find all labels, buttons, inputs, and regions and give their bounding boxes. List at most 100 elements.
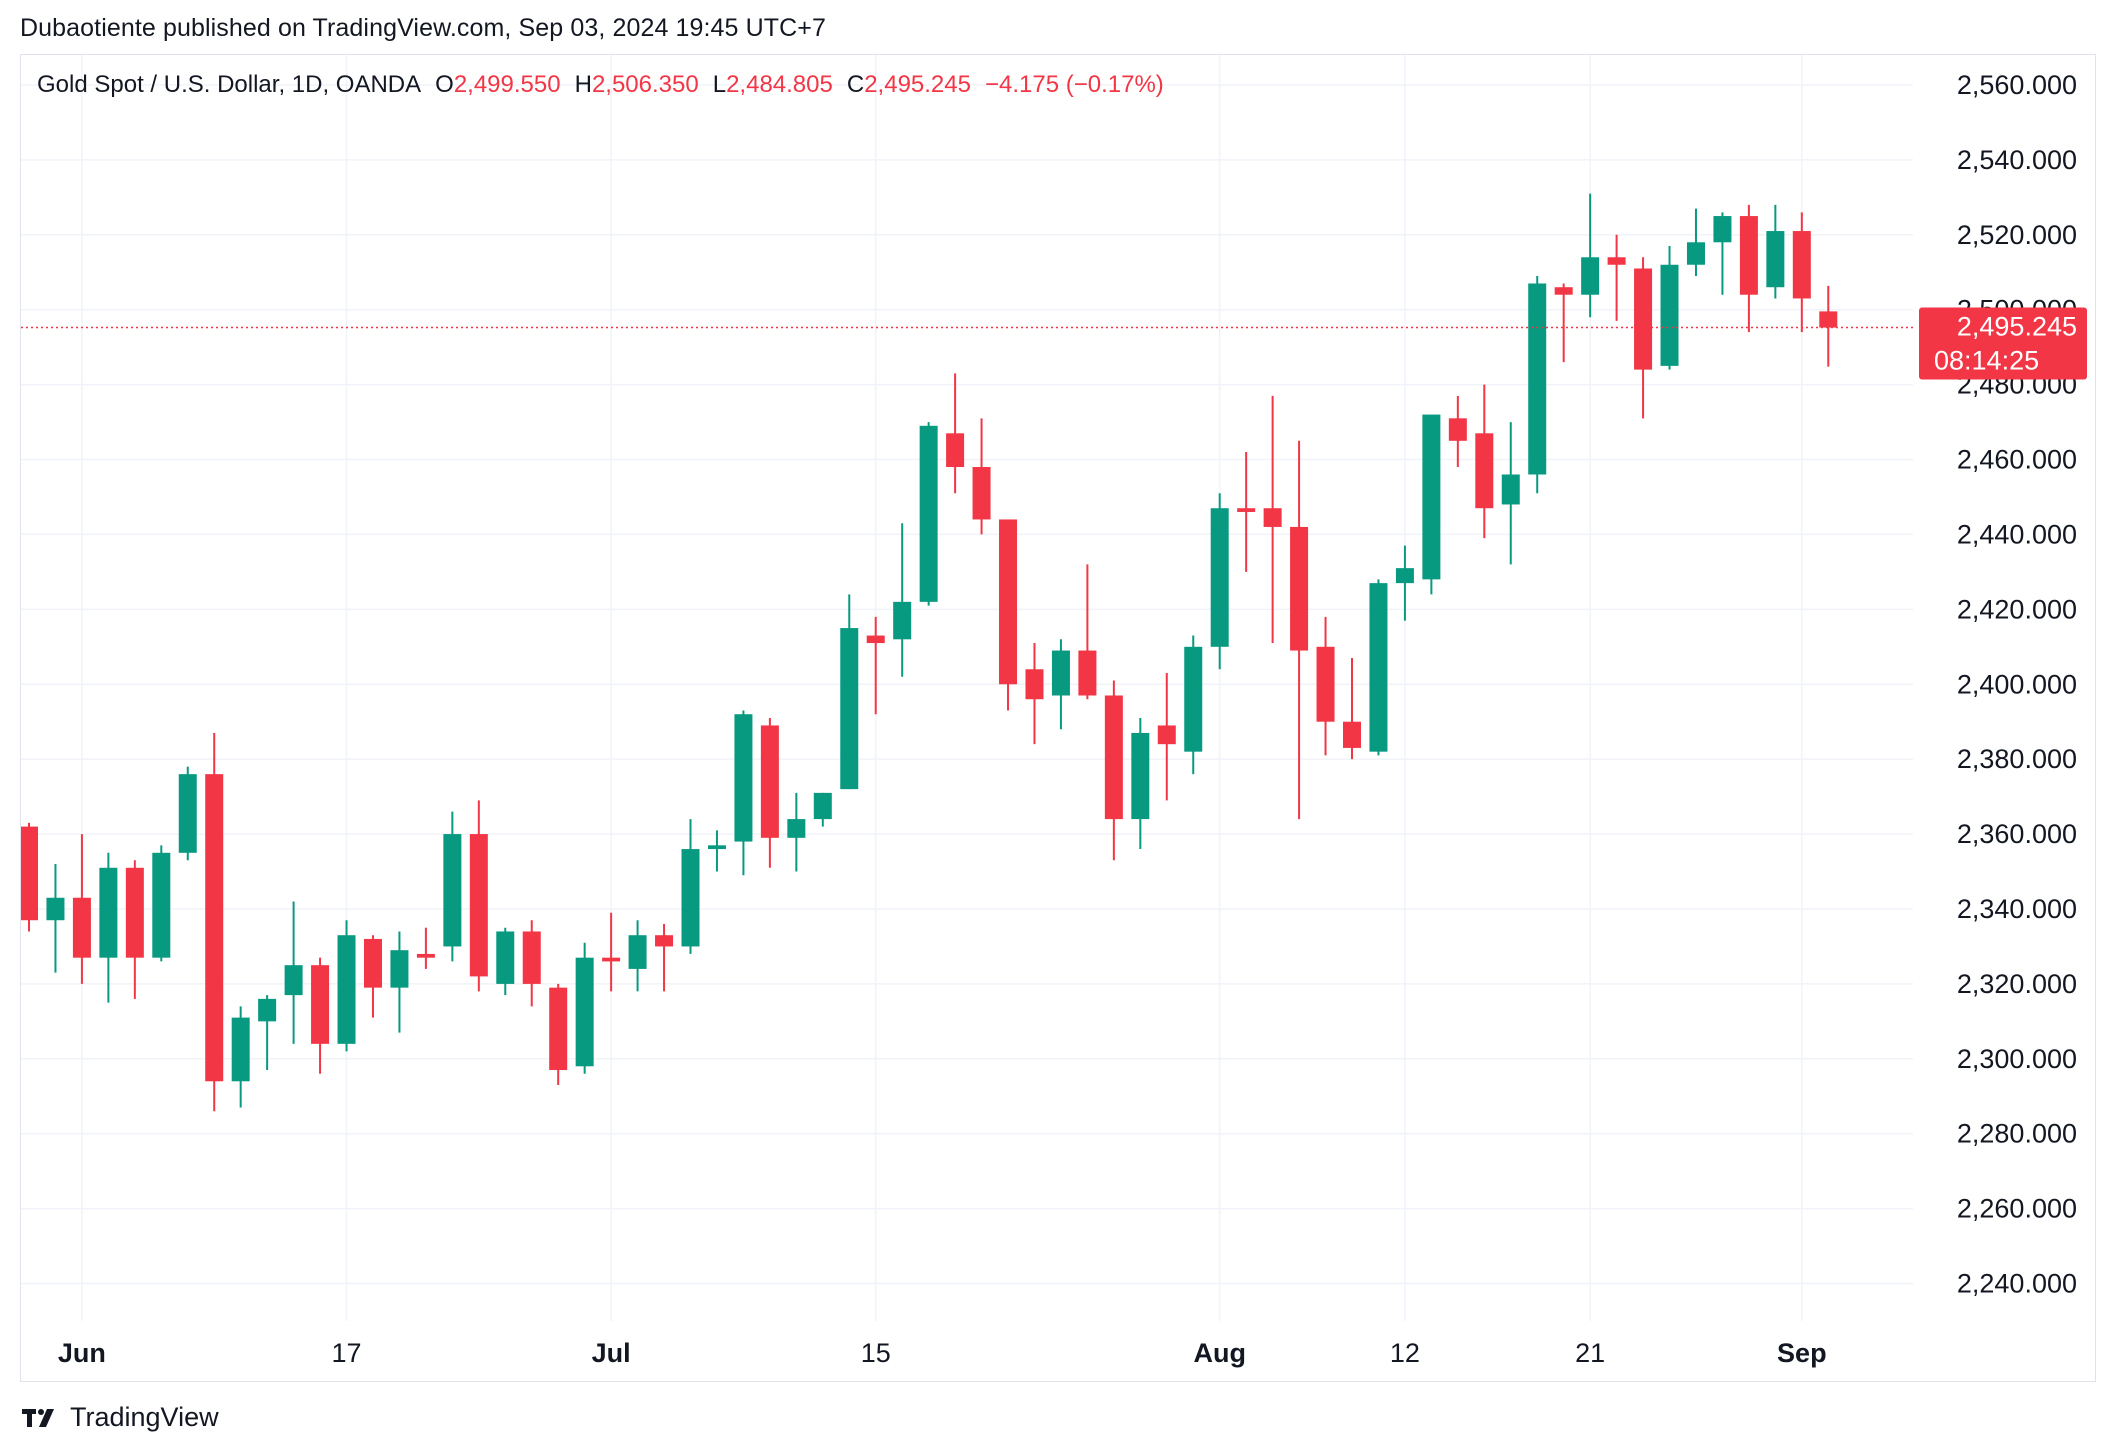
candle-body [787,819,806,838]
candle [1290,440,1309,820]
candle [125,860,144,999]
candle-body [311,965,330,1044]
candle-body [469,834,488,977]
candle [893,523,912,677]
candle [866,616,885,715]
low-label: L [712,71,727,98]
candle-body [178,774,197,853]
candle-body [1290,526,1309,651]
candle [628,920,647,992]
publisher-line: Dubaotiente published on TradingView.com… [20,14,826,42]
candle [681,819,700,954]
candle [496,927,515,996]
candle [1369,579,1388,756]
candle [99,852,118,1003]
price-tick-label: 2,380.000 [1957,744,2077,774]
candle-body [655,935,674,947]
low-value: 2,484.805 [726,71,833,98]
candle-body [72,897,91,958]
close-label: C [846,71,865,98]
chart-frame[interactable]: 2,560.0002,540.0002,520.0002,500.0002,48… [20,54,2096,1382]
candle-body [1528,283,1547,475]
candle [178,766,197,861]
brand-label: TradingView [70,1402,219,1432]
candle-body [1475,433,1494,509]
candle-body [1422,414,1441,580]
candle [919,422,938,606]
candle [1263,395,1282,644]
candle-body [1184,646,1203,752]
candle [1501,422,1520,565]
candle [655,923,674,992]
candle-body [1078,650,1097,696]
candle [787,792,806,872]
candle-body [575,957,594,1067]
time-tick-label: Jul [592,1338,631,1368]
candle [258,995,277,1071]
candle [311,957,330,1074]
candle [1210,493,1229,670]
candle [469,800,488,992]
candle [1739,204,1758,333]
candle-body [681,849,700,947]
time-axis[interactable]: Jun 17 Jul 15 Aug 12 21 Sep [58,1338,1827,1368]
candle-body [258,998,277,1022]
candle-body [549,987,568,1071]
price-chart[interactable]: 2,560.0002,540.0002,520.0002,500.0002,48… [21,55,2096,1382]
price-tick-label: 2,420.000 [1957,594,2077,624]
candle [416,927,435,969]
candle-body [443,834,462,947]
candle-body [1316,646,1335,722]
candle-body [46,897,65,921]
tradingview-brand[interactable]: TradingView [22,1402,219,1433]
price-tick-label: 2,300.000 [1957,1044,2077,1074]
candle-body [390,950,409,988]
candle-body [1766,231,1785,288]
candle-body [1686,242,1705,265]
candle-body [893,601,912,640]
bar-countdown: 08:14:25 [1934,346,2039,376]
candle-body [1104,695,1123,820]
candle [443,811,462,962]
candle-body [1369,583,1388,752]
candle [1343,658,1361,760]
candle [363,935,382,1018]
price-tick-label: 2,340.000 [1957,894,2077,924]
candle-body [972,467,991,520]
time-tick-label: Jun [58,1338,106,1368]
time-tick-label: 17 [331,1338,361,1368]
symbol-title[interactable]: Gold Spot / U.S. Dollar, 1D, OANDA [37,71,422,98]
tradingview-logo-icon [22,1408,54,1427]
candle-body [1157,725,1176,745]
candle-body [496,931,515,984]
candle [1078,564,1097,700]
candle [1051,639,1070,730]
candle-body [760,725,779,838]
candle [1316,616,1335,756]
candle [1184,635,1203,775]
candle [1104,680,1123,861]
high-value: 2,506.350 [591,71,699,98]
candle [231,1006,250,1108]
candle [707,830,726,872]
candle [1025,643,1044,745]
price-tick-label: 2,540.000 [1957,145,2077,175]
candle [1766,204,1785,299]
candle [1634,257,1653,419]
price-axis[interactable]: 2,560.0002,540.0002,520.0002,500.0002,48… [1957,70,2077,1299]
candle-body [1237,508,1256,512]
candle-body [522,931,541,984]
candle [152,845,171,962]
candle-body [919,425,938,602]
change-value: −4.175 (−0.17%) [984,71,1164,98]
price-tick-label: 2,320.000 [1957,969,2077,999]
candle [1819,285,1838,367]
candle [972,418,991,535]
candle-body [734,714,753,842]
close-value: 2,495.245 [864,71,971,98]
open-label: O [435,71,454,98]
price-tick-label: 2,460.000 [1957,445,2077,475]
price-tick-label: 2,360.000 [1957,819,2077,849]
candle-body [363,938,382,988]
